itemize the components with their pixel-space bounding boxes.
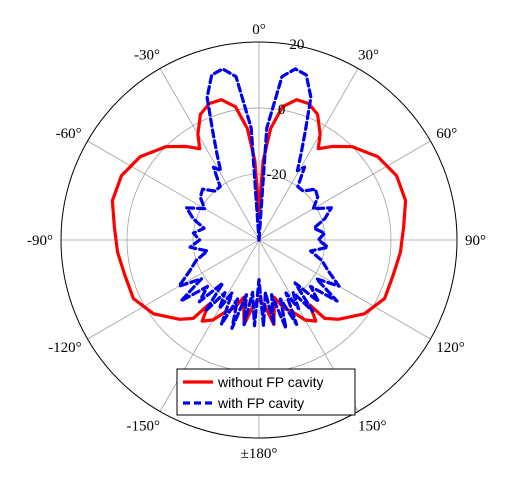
angle-tick-label: -120°: [48, 340, 82, 356]
legend: without FP cavity with FP cavity: [176, 368, 356, 416]
outer-boundary: [60, 41, 458, 439]
grid-spoke: [159, 68, 260, 241]
angle-tick-label: 0°: [252, 22, 266, 38]
series-line-with-fp-cavity: [177, 67, 341, 330]
r-tick-label: 20: [289, 37, 304, 53]
angle-tick-label: -90°: [27, 233, 53, 249]
legend-label-without-fp: without FP cavity: [217, 374, 324, 390]
angle-tick-label: 150°: [358, 418, 387, 434]
angle-tick-label: -60°: [56, 126, 82, 142]
r-tick-label: -20: [267, 167, 287, 183]
legend-box: [176, 368, 356, 416]
angle-tick-label: 90°: [465, 233, 486, 249]
grid-spoke: [87, 239, 260, 340]
grid-spoke: [87, 140, 260, 241]
labels-layer: -20 0 20 0° 30° 60° 90° 120° 150° ±180° -150° -120°…: [27, 22, 486, 462]
polar-grid: [60, 41, 458, 439]
grid-spoke: [258, 68, 359, 241]
grid-ring: [192, 173, 326, 307]
legend-label-with-fp: with FP cavity: [217, 395, 304, 411]
angle-tick-label: -150°: [127, 418, 161, 434]
r-tick-label: 0: [278, 102, 286, 118]
grid-spoke: [258, 239, 431, 340]
series-line-without-fp-cavity: [110, 98, 408, 327]
series-layer: [110, 67, 408, 330]
angle-tick-label: 60°: [436, 126, 457, 142]
angle-tick-label: 30°: [358, 48, 379, 64]
angle-tick-label: ±180°: [241, 446, 278, 462]
angle-tick-label: -30°: [134, 48, 160, 64]
angle-tick-label: 120°: [436, 340, 465, 356]
grid-spoke: [258, 140, 431, 241]
